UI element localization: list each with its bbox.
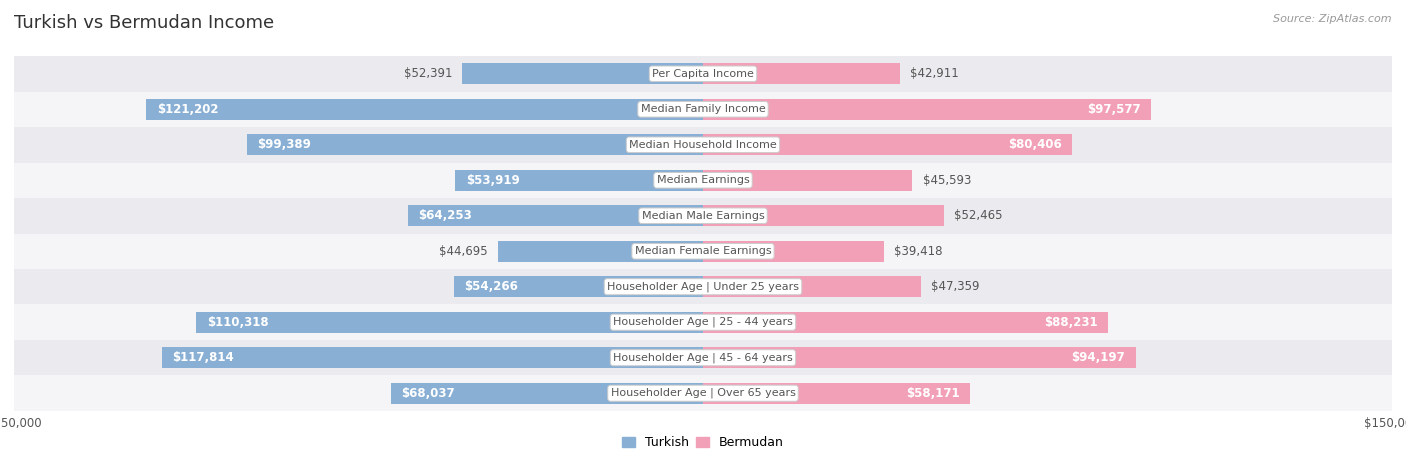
Text: $58,171: $58,171 [907,387,960,400]
Text: $47,359: $47,359 [931,280,980,293]
Bar [498,241,703,262]
Bar [703,99,1152,120]
Text: Per Capita Income: Per Capita Income [652,69,754,79]
Text: $52,465: $52,465 [955,209,1002,222]
Bar [703,347,1136,368]
Text: $117,814: $117,814 [172,351,233,364]
Bar [14,127,1392,163]
Text: $39,418: $39,418 [894,245,943,258]
Text: $99,389: $99,389 [257,138,311,151]
Bar [14,234,1392,269]
Text: $110,318: $110,318 [207,316,269,329]
Bar [456,170,703,191]
Bar [246,134,703,156]
Text: $54,266: $54,266 [464,280,517,293]
Legend: Turkish, Bermudan: Turkish, Bermudan [617,432,789,454]
Text: $64,253: $64,253 [418,209,472,222]
Text: Householder Age | Over 65 years: Householder Age | Over 65 years [610,388,796,398]
Bar [703,170,912,191]
Text: Turkish vs Bermudan Income: Turkish vs Bermudan Income [14,14,274,32]
Text: Median Household Income: Median Household Income [628,140,778,150]
Text: $42,911: $42,911 [911,67,959,80]
Text: $52,391: $52,391 [404,67,453,80]
Text: Householder Age | Under 25 years: Householder Age | Under 25 years [607,282,799,292]
Text: $88,231: $88,231 [1045,316,1098,329]
Text: Source: ZipAtlas.com: Source: ZipAtlas.com [1274,14,1392,24]
Bar [408,205,703,226]
Bar [14,163,1392,198]
Bar [162,347,703,368]
Text: Median Female Earnings: Median Female Earnings [634,246,772,256]
Bar [703,276,921,297]
Text: $94,197: $94,197 [1071,351,1125,364]
Text: Median Earnings: Median Earnings [657,175,749,185]
Text: Householder Age | 25 - 44 years: Householder Age | 25 - 44 years [613,317,793,327]
Text: $44,695: $44,695 [439,245,488,258]
Text: $53,919: $53,919 [465,174,519,187]
Text: Median Family Income: Median Family Income [641,104,765,114]
Text: $45,593: $45,593 [922,174,972,187]
Bar [703,63,900,85]
Text: $80,406: $80,406 [1008,138,1062,151]
Bar [197,311,703,333]
Text: Householder Age | 45 - 64 years: Householder Age | 45 - 64 years [613,353,793,363]
Bar [14,92,1392,127]
Bar [703,311,1108,333]
Text: $121,202: $121,202 [156,103,218,116]
Bar [703,205,943,226]
Bar [14,304,1392,340]
Bar [14,340,1392,375]
Bar [14,269,1392,304]
Text: Median Male Earnings: Median Male Earnings [641,211,765,221]
Bar [454,276,703,297]
Bar [391,382,703,404]
Bar [463,63,703,85]
Text: $97,577: $97,577 [1087,103,1140,116]
Bar [146,99,703,120]
Bar [703,241,884,262]
Bar [14,198,1392,234]
Bar [703,382,970,404]
Text: $68,037: $68,037 [401,387,454,400]
Bar [14,375,1392,411]
Bar [703,134,1073,156]
Bar [14,56,1392,92]
